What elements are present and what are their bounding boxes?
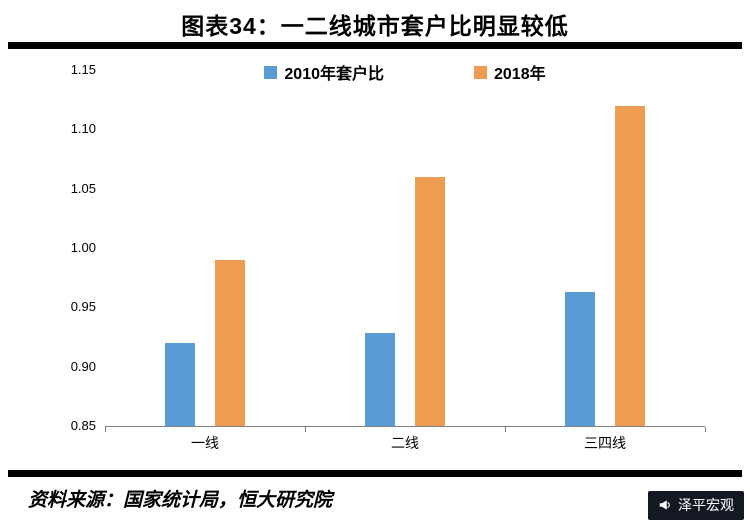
- bottom-divider: [8, 470, 742, 477]
- x-axis-tick: [305, 427, 306, 432]
- legend-swatch: [474, 65, 487, 79]
- x-axis-tick: [105, 427, 106, 432]
- source-note: 资料来源：国家统计局，恒大研究院: [28, 490, 333, 511]
- x-category-label: 一线: [191, 435, 219, 451]
- x-axis-tick: [505, 427, 506, 432]
- plot-area: 一线 二线 三四线: [105, 70, 706, 451]
- x-axis-tick: [705, 427, 706, 432]
- bar: [215, 259, 245, 426]
- megaphone-icon: [658, 498, 672, 512]
- top-divider: [8, 42, 742, 49]
- x-category-label: 三四线: [584, 435, 626, 451]
- chart-title: 图表34：一二线城市套户比明显较低: [181, 13, 569, 39]
- legend-label: 2018年: [494, 66, 546, 83]
- legend-item: 2018年: [474, 60, 546, 84]
- bar: [165, 342, 195, 426]
- y-tick-label: 1.00: [70, 240, 96, 255]
- legend-label: 2010年套户比: [284, 66, 384, 83]
- y-axis: 0.85 0.90 0.95 1.00 1.05 1.10 1.15: [48, 62, 96, 433]
- brand-badge: 泽平宏观: [648, 491, 744, 520]
- bar: [565, 291, 595, 426]
- x-category-label: 二线: [391, 435, 419, 451]
- legend-swatch: [264, 65, 278, 79]
- y-tick-label: 0.90: [70, 358, 96, 374]
- y-tick-label: 1.10: [70, 121, 96, 137]
- bar: [415, 176, 445, 426]
- y-tick-label: 1.15: [70, 62, 96, 77]
- chart-legend: 2010年套户比 2018年: [105, 60, 705, 84]
- bar: [365, 333, 395, 426]
- y-tick-label: 0.85: [70, 418, 96, 433]
- brand-label: 泽平宏观: [678, 497, 734, 513]
- bar: [615, 105, 645, 426]
- legend-item: 2010年套户比: [264, 60, 384, 84]
- y-tick-label: 0.95: [70, 299, 96, 315]
- y-tick-label: 1.05: [70, 180, 96, 196]
